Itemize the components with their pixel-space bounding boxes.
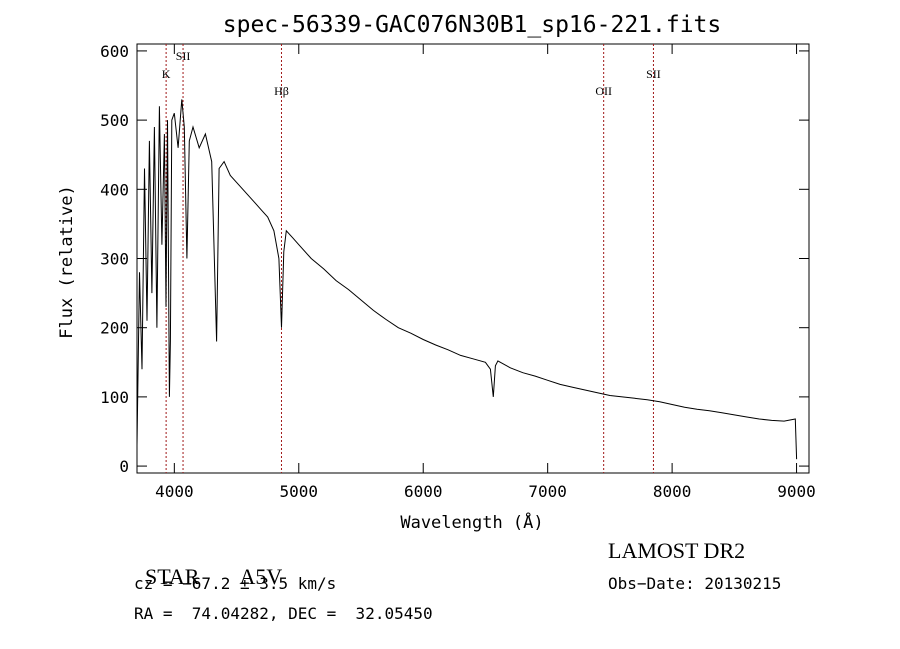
chart-title: spec-56339-GAC076N30B1_sp16-221.fits (223, 12, 722, 38)
y-tick-label: 100 (100, 388, 129, 407)
spectrum-line (136, 99, 798, 460)
reference-line-label: Hβ (274, 84, 289, 98)
object-class: STAR (145, 564, 200, 589)
y-axis-ticks: 0 100 200 300 400 500 600 (100, 42, 809, 476)
reference-line-label: SII (646, 67, 661, 81)
plot-frame (136, 43, 810, 474)
obs-date: Obs−Date: 20130215 (608, 574, 782, 593)
y-tick-label: 200 (100, 319, 129, 338)
x-tick-label: 5000 (280, 482, 319, 501)
x-tick-label: 6000 (404, 482, 443, 501)
x-tick-label: 4000 (155, 482, 194, 501)
object-type: STAR A5V (134, 538, 282, 590)
x-axis-label: Wavelength (Å) (400, 511, 543, 533)
x-axis-ticks: 4000 5000 6000 7000 8000 9000 (155, 44, 816, 501)
y-tick-label: 0 (119, 457, 129, 476)
reference-lines: K SII Hβ OII SII (162, 44, 661, 473)
reference-line-label: K (162, 67, 171, 81)
object-subclass: A5V (239, 564, 283, 589)
reference-line-label: OII (595, 84, 612, 98)
redshift-readout: cz = −67.2 ± 3.5 km/s (134, 574, 337, 593)
y-tick-label: 600 (100, 42, 129, 61)
x-tick-label: 7000 (528, 482, 567, 501)
reference-line-label: SII (176, 49, 191, 63)
y-tick-label: 300 (100, 250, 129, 269)
x-tick-label: 9000 (777, 482, 816, 501)
x-tick-label: 8000 (653, 482, 692, 501)
y-axis-label: Flux (relative) (57, 185, 77, 339)
coordinates: RA = 74.04282, DEC = 32.05450 (134, 604, 433, 623)
y-tick-label: 500 (100, 111, 129, 130)
y-tick-label: 400 (100, 180, 129, 199)
survey-name: LAMOST DR2 (608, 538, 746, 563)
